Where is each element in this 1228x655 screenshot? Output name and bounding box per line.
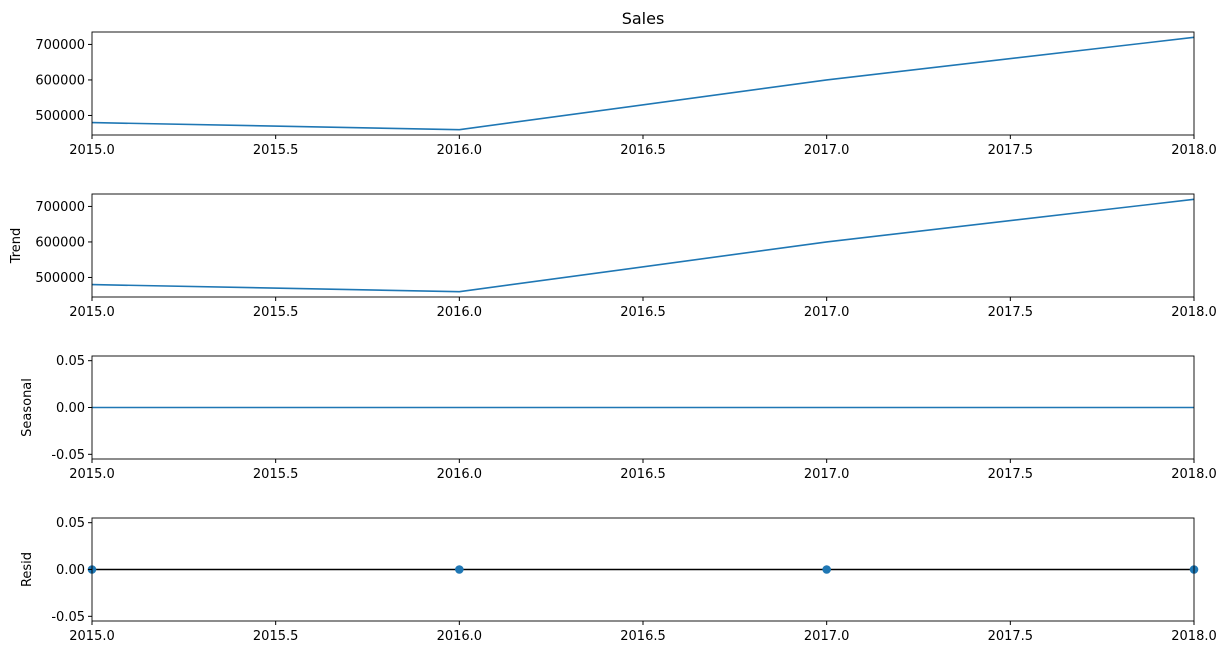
sales-xtick-label: 2017.0 — [804, 143, 850, 158]
resid-ytick-label: 0.05 — [56, 516, 85, 531]
resid-xtick-label: 2015.5 — [253, 629, 299, 644]
sales-ytick-label: 700000 — [35, 38, 85, 53]
resid-ylabel: Resid — [20, 552, 35, 587]
trend-xtick-label: 2016.0 — [437, 305, 483, 320]
trend-xtick-label: 2017.0 — [804, 305, 850, 320]
seasonal-ylabel: Seasonal — [20, 378, 35, 437]
sales-title: Sales — [622, 9, 665, 28]
resid-xtick-label: 2016.5 — [620, 629, 666, 644]
seasonal-panel: 2015.0 2015.5 2016.0 2016.5 2017.0 2017.5 2018… — [20, 354, 1217, 482]
sales-xtick-label: 2018.0 — [1171, 143, 1217, 158]
seasonal-ytick-label: -0.05 — [51, 448, 85, 463]
trend-ylabel: Trend — [9, 228, 24, 265]
seasonal-xtick-label: 2016.5 — [620, 467, 666, 482]
sales-xtick-label: 2016.0 — [437, 143, 483, 158]
seasonal-xtick-label: 2018.0 — [1171, 467, 1217, 482]
resid-ytick-label: 0.00 — [56, 563, 85, 578]
resid-xtick-label: 2017.0 — [804, 629, 850, 644]
resid-point-2 — [822, 565, 831, 574]
sales-panel: 2015.0 2015.5 2016.0 2016.5 2017.0 2017.5 2018… — [35, 9, 1216, 158]
seasonal-xtick-label: 2017.5 — [988, 467, 1034, 482]
trend-series-line — [91, 198, 1195, 293]
seasonal-xtick-label: 2015.0 — [69, 467, 115, 482]
trend-xtick-label: 2015.5 — [253, 305, 299, 320]
resid-ytick-label: -0.05 — [51, 610, 85, 625]
resid-xtick-label: 2016.0 — [437, 629, 483, 644]
trend-xtick-label: 2016.5 — [620, 305, 666, 320]
sales-xtick-label: 2017.5 — [988, 143, 1034, 158]
resid-xtick-label: 2017.5 — [988, 629, 1034, 644]
sales-plot-area — [92, 32, 1194, 135]
sales-xtick-label: 2016.5 — [620, 143, 666, 158]
seasonal-xtick-label: 2016.0 — [437, 467, 483, 482]
resid-point-1 — [455, 565, 464, 574]
trend-panel: 2015.0 2015.5 2016.0 2016.5 2017.0 2017.5 2018… — [9, 193, 1217, 320]
resid-xtick-label: 2015.0 — [69, 629, 115, 644]
trend-plot-area — [92, 194, 1194, 297]
sales-xtick-label: 2015.5 — [253, 143, 299, 158]
seasonal-ytick-label: 0.00 — [56, 401, 85, 416]
trend-ytick-label: 500000 — [35, 271, 85, 286]
sales-series-line — [91, 36, 1195, 131]
sales-ytick-label: 600000 — [35, 73, 85, 88]
trend-ytick-label: 700000 — [35, 200, 85, 215]
sales-ytick-label: 500000 — [35, 109, 85, 124]
trend-ytick-label: 600000 — [35, 235, 85, 250]
trend-xtick-label: 2018.0 — [1171, 305, 1217, 320]
trend-xtick-label: 2015.0 — [69, 305, 115, 320]
trend-xtick-label: 2017.5 — [988, 305, 1034, 320]
seasonal-xtick-label: 2015.5 — [253, 467, 299, 482]
resid-panel: 2015.0 2015.5 2016.0 2016.5 2017.0 2017.5 2018… — [20, 516, 1217, 644]
sales-xtick-label: 2015.0 — [69, 143, 115, 158]
resid-xtick-label: 2018.0 — [1171, 629, 1217, 644]
seasonal-xtick-label: 2017.0 — [804, 467, 850, 482]
seasonal-ytick-label: 0.05 — [56, 354, 85, 369]
